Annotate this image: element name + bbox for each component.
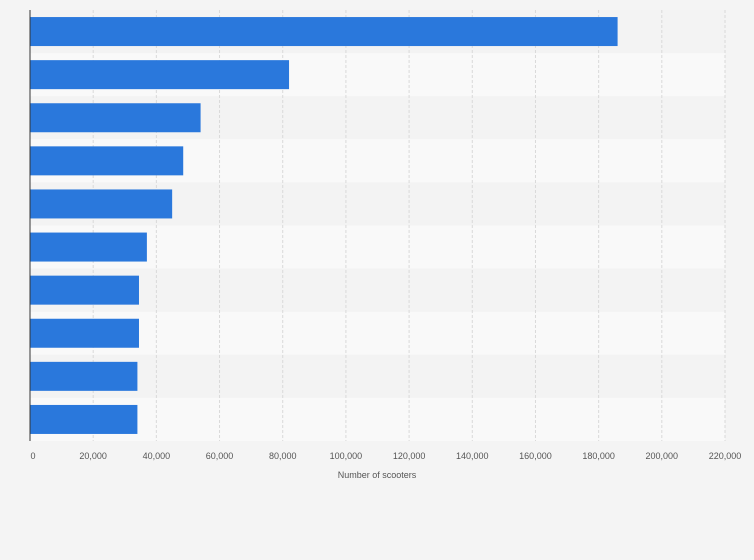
x-tick-label: 200,000 [646, 451, 679, 461]
bar[interactable] [30, 189, 173, 219]
bar[interactable] [30, 232, 147, 262]
x-tick-label: 220,000 [709, 451, 742, 461]
x-tick-label: 140,000 [456, 451, 489, 461]
row-band [30, 311, 725, 355]
x-tick-label: 160,000 [519, 451, 552, 461]
x-tick-label: 40,000 [143, 451, 171, 461]
bar[interactable] [30, 318, 139, 348]
bars [30, 17, 618, 434]
x-tick-labels: 0 20,000 40,000 60,000 80,000 100,000 120,000 1… [30, 451, 741, 461]
bar[interactable] [30, 275, 139, 305]
x-tick-label: 20,000 [79, 451, 107, 461]
x-tick-label: 0 [30, 451, 35, 461]
bar[interactable] [30, 17, 618, 47]
x-tick-label: 120,000 [393, 451, 426, 461]
bar[interactable] [30, 103, 201, 133]
row-band [30, 268, 725, 312]
x-tick-label: 180,000 [582, 451, 615, 461]
x-axis-label: Number of scooters [338, 470, 417, 480]
x-tick-label: 80,000 [269, 451, 297, 461]
row-band [30, 354, 725, 398]
bar[interactable] [30, 60, 290, 90]
x-tick-label: 100,000 [330, 451, 363, 461]
x-tick-label: 60,000 [206, 451, 234, 461]
bar[interactable] [30, 361, 138, 391]
bar[interactable] [30, 146, 184, 176]
row-band [30, 397, 725, 441]
bar[interactable] [30, 404, 138, 434]
